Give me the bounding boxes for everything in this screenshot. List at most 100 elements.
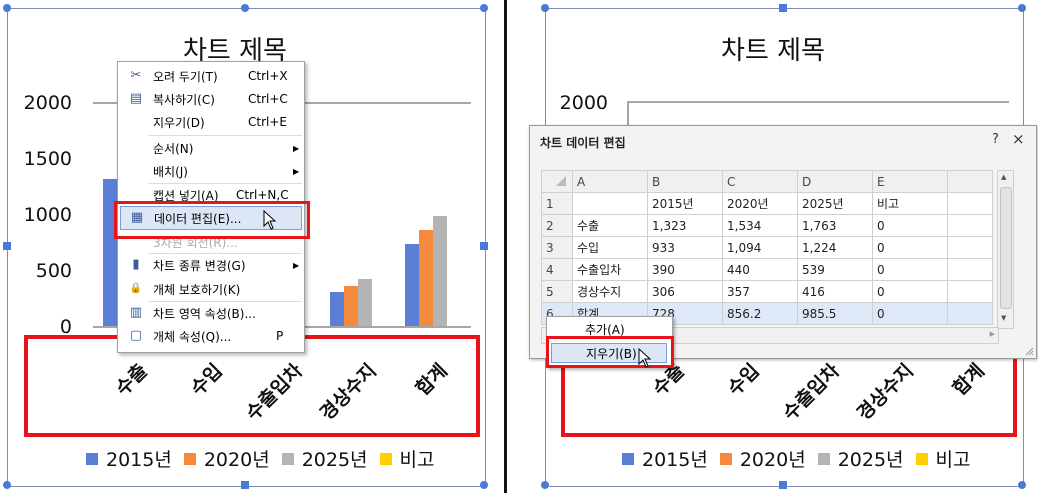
row-header[interactable]: 5 — [541, 280, 573, 303]
bar-2025-balance[interactable] — [358, 279, 372, 326]
table-cell[interactable]: 2020년 — [722, 192, 798, 215]
column-header[interactable]: A — [572, 170, 648, 193]
column-header[interactable]: B — [647, 170, 723, 193]
column-header — [947, 170, 993, 193]
chart-legend[interactable]: 2015년 2020년 2025년 비고 — [86, 445, 435, 472]
corner-cell[interactable] — [541, 170, 573, 193]
table-cell[interactable]: 경상수지 — [572, 280, 648, 303]
table-cell[interactable]: 1,763 — [797, 214, 873, 237]
menu-item-label: 오려 두기(T) — [153, 69, 218, 84]
resize-handle[interactable] — [779, 4, 787, 12]
resize-handle[interactable] — [541, 4, 549, 12]
chart-legend[interactable]: 2015년 2020년 2025년 비고 — [622, 445, 971, 472]
resize-handle[interactable] — [541, 481, 549, 489]
menu-item-label: 배치(J) — [153, 164, 188, 179]
table-cell[interactable]: 0 — [872, 236, 948, 259]
table-cell[interactable]: 0 — [872, 302, 948, 325]
bar-2015-total[interactable] — [405, 244, 419, 326]
table-cell[interactable]: 1,224 — [797, 236, 873, 259]
resize-handle[interactable] — [241, 4, 249, 12]
menu-item-add-row[interactable]: 추가(A) — [585, 323, 625, 337]
scroll-thumb[interactable] — [1000, 187, 1012, 309]
resize-handle[interactable] — [241, 481, 249, 489]
resize-handle[interactable] — [1018, 481, 1026, 489]
table-cell[interactable]: 2015년 — [647, 192, 723, 215]
menu-item-object-props[interactable]: ▢ 개체 속성(Q)... P — [118, 325, 304, 347]
menu-item-caption[interactable]: 캡션 넣기(A) Ctrl+N,C — [118, 184, 304, 206]
table-cell[interactable] — [947, 258, 993, 281]
menu-item-chart-area-props[interactable]: ▥ 차트 영역 속성(B)... — [118, 302, 304, 324]
table-cell[interactable]: 2025년 — [797, 192, 873, 215]
resize-grip-icon[interactable] — [1024, 346, 1034, 356]
table-cell[interactable] — [947, 280, 993, 303]
menu-item-label: 캡션 넣기(A) — [153, 188, 219, 203]
table-cell[interactable]: 비고 — [872, 192, 948, 215]
table-cell[interactable] — [947, 214, 993, 237]
table-cell[interactable]: 985.5 — [797, 302, 873, 325]
row-header[interactable]: 3 — [541, 236, 573, 259]
column-header[interactable]: C — [722, 170, 798, 193]
table-cell[interactable]: 539 — [797, 258, 873, 281]
table-edit-icon: ▦ — [130, 210, 144, 225]
column-header[interactable]: E — [872, 170, 948, 193]
menu-item-delete-row[interactable]: 지우기(B) — [551, 343, 667, 363]
close-button[interactable]: × — [1012, 130, 1025, 148]
table-cell[interactable]: 933 — [647, 236, 723, 259]
table-cell[interactable]: 1,534 — [722, 214, 798, 237]
y-tick-label: 2000 — [23, 92, 72, 114]
mouse-cursor-icon — [638, 348, 652, 368]
help-button[interactable]: ? — [992, 132, 999, 147]
resize-handle[interactable] — [1018, 4, 1026, 12]
resize-handle[interactable] — [779, 481, 787, 489]
menu-item-change-chart-type[interactable]: ▮ 차트 종류 변경(G) ▶ — [118, 254, 304, 276]
resize-handle[interactable] — [480, 4, 488, 12]
menu-item-cut[interactable]: ✂ 오려 두기(T) Ctrl+X — [118, 65, 304, 87]
legend-swatch — [622, 452, 634, 465]
chart-title[interactable]: 차트 제목 — [721, 36, 825, 66]
bar-2020-balance[interactable] — [344, 286, 358, 326]
resize-handle[interactable] — [480, 481, 488, 489]
menu-item-delete[interactable]: 지우기(D) Ctrl+E — [118, 111, 304, 133]
bar-2015-export[interactable] — [103, 179, 117, 326]
menu-item-arrange[interactable]: 배치(J) ▶ — [118, 160, 304, 182]
table-cell[interactable]: 416 — [797, 280, 873, 303]
menu-item-copy[interactable]: ▤ 복사하기(C) Ctrl+C — [118, 88, 304, 110]
table-cell[interactable]: 수출 — [572, 214, 648, 237]
scroll-up-icon[interactable]: ▲ — [1001, 173, 1007, 181]
table-cell[interactable]: 0 — [872, 214, 948, 237]
row-header[interactable]: 2 — [541, 214, 573, 237]
table-cell[interactable] — [947, 192, 993, 215]
table-cell[interactable]: 0 — [872, 280, 948, 303]
row-header[interactable]: 4 — [541, 258, 573, 281]
table-cell[interactable]: 440 — [722, 258, 798, 281]
column-header[interactable]: D — [797, 170, 873, 193]
table-cell[interactable] — [947, 236, 993, 259]
scroll-right-icon[interactable]: ▶ — [989, 330, 995, 338]
bar-2025-total[interactable] — [433, 216, 447, 326]
table-cell[interactable]: 수입 — [572, 236, 648, 259]
menu-item-order[interactable]: 순서(N) ▶ — [118, 137, 304, 159]
menu-item-protect[interactable]: 🔒 개체 보호하기(K) — [118, 278, 304, 300]
table-cell[interactable]: 1,094 — [722, 236, 798, 259]
submenu-arrow-icon: ▶ — [293, 143, 300, 153]
table-cell[interactable]: 1,323 — [647, 214, 723, 237]
resize-handle[interactable] — [3, 481, 11, 489]
table-cell[interactable]: 수출입차 — [572, 258, 648, 281]
bar-2015-balance[interactable] — [330, 292, 344, 326]
table-cell[interactable]: 0 — [872, 258, 948, 281]
data-grid: A B C D E 1 2015년 2020년 2025년 비고 2 수출 1,… — [541, 170, 993, 325]
legend-label: 비고 — [399, 449, 435, 471]
resize-handle[interactable] — [3, 4, 11, 12]
resize-handle[interactable] — [3, 242, 11, 250]
table-cell[interactable] — [947, 302, 993, 325]
scroll-down-icon[interactable]: ▼ — [1001, 314, 1007, 322]
table-cell[interactable]: 357 — [722, 280, 798, 303]
table-cell[interactable]: 390 — [647, 258, 723, 281]
row-header[interactable]: 1 — [541, 192, 573, 215]
bar-2020-total[interactable] — [419, 230, 433, 326]
vertical-scrollbar[interactable]: ▲ ▼ — [997, 170, 1014, 329]
table-cell[interactable] — [572, 192, 648, 215]
table-cell[interactable]: 306 — [647, 280, 723, 303]
resize-handle[interactable] — [480, 242, 488, 250]
table-cell[interactable]: 856.2 — [722, 302, 798, 325]
